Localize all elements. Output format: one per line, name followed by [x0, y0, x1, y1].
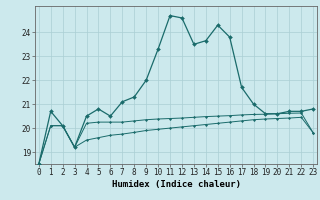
- X-axis label: Humidex (Indice chaleur): Humidex (Indice chaleur): [111, 180, 241, 189]
